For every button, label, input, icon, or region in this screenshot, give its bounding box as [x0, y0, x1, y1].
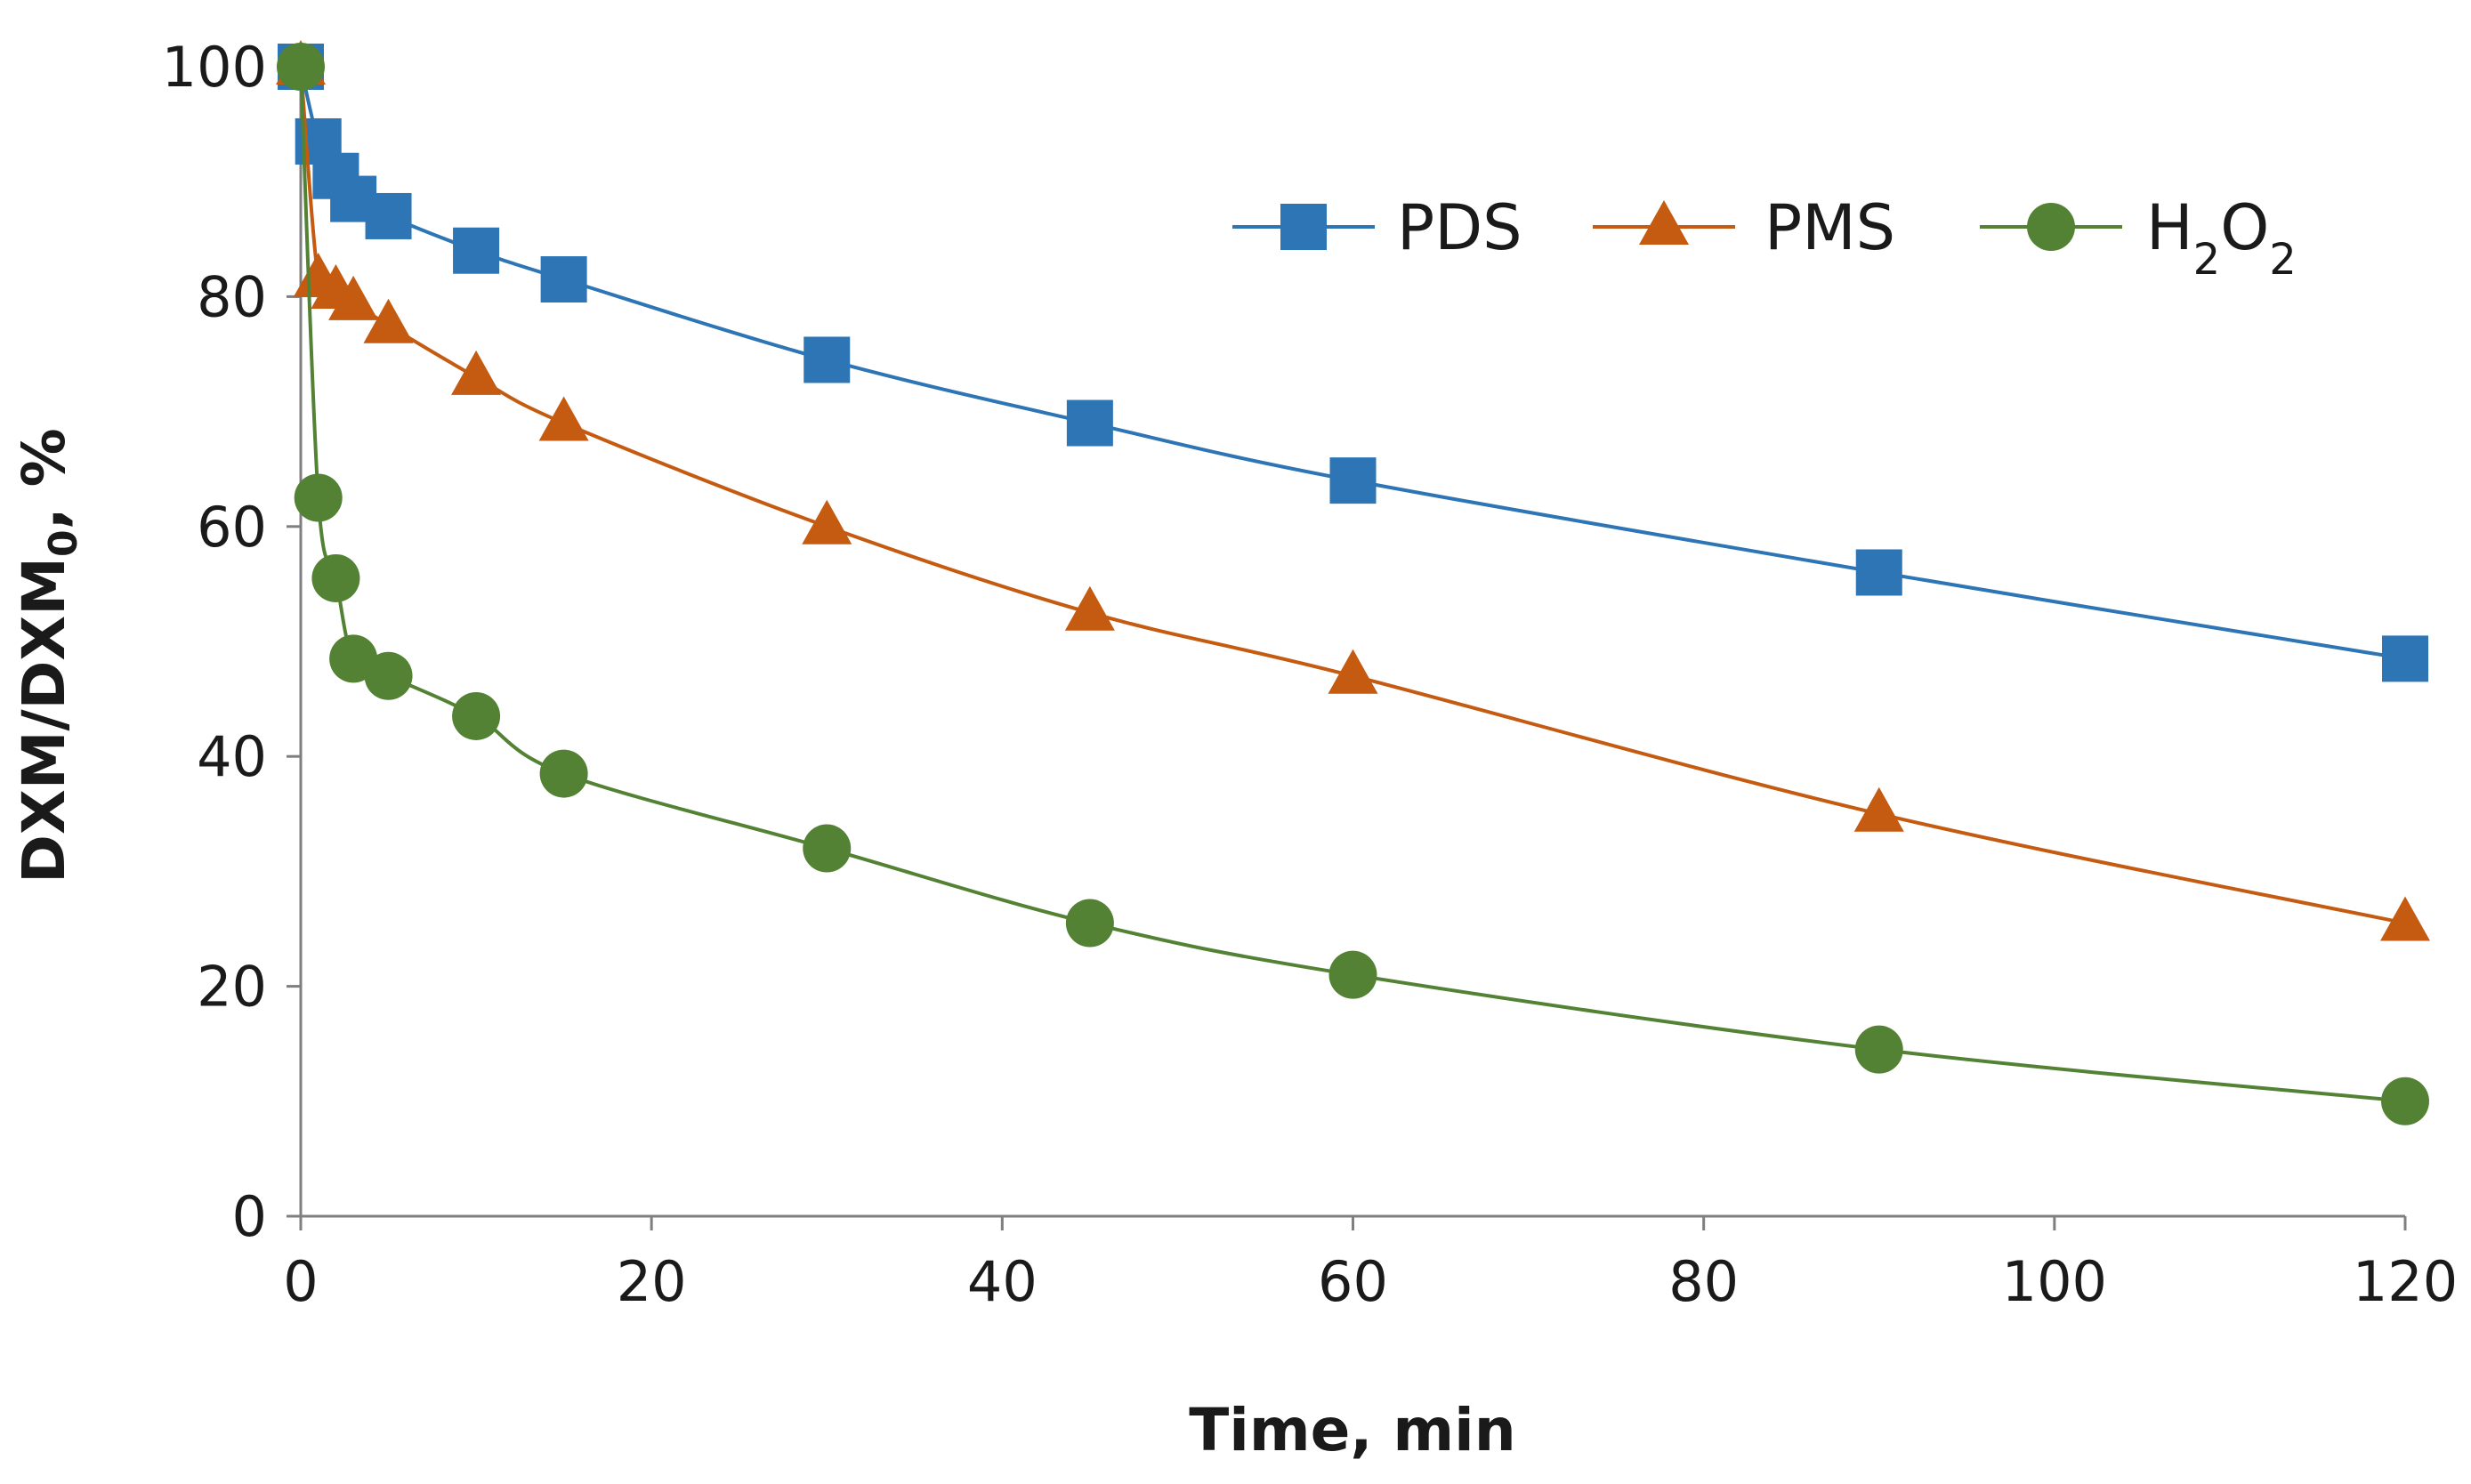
data-point-h2o2	[1854, 1025, 1903, 1074]
data-point-pds	[1066, 399, 1113, 447]
legend-label-pms: PMS	[1764, 191, 1895, 264]
legend-entry-pds: PDS	[1232, 191, 1522, 264]
legend: PDS PMS H2O2	[1232, 191, 2297, 285]
axes: 0 20 40 60 80 100 0 20 40 60 80 100 120	[162, 35, 2459, 1314]
data-point-pds	[1855, 549, 1902, 596]
x-axis-title: Time, min	[1189, 1396, 1516, 1464]
legend-entry-pms: PMS	[1593, 191, 1895, 264]
data-point-h2o2	[294, 473, 343, 522]
y-axis-title-subscript: 0	[41, 529, 86, 557]
data-point-h2o2	[1328, 950, 1377, 999]
data-point-pds	[2382, 635, 2428, 682]
data-point-h2o2	[803, 824, 852, 873]
x-tick-label: 40	[967, 1249, 1038, 1314]
y-tick-label: 0	[232, 1184, 267, 1249]
data-point-pms	[802, 499, 852, 544]
data-point-pms	[1853, 786, 1904, 832]
data-point-pds	[803, 336, 851, 383]
series-line-h2o2	[299, 66, 2406, 1103]
legend-marker-pds	[1280, 204, 1327, 250]
data-point-pms	[2380, 896, 2430, 941]
data-point-pms	[538, 396, 589, 441]
y-tick-label: 20	[197, 955, 267, 1020]
data-point-h2o2	[452, 691, 501, 740]
y-axis-title: DXM/DXM0, %	[10, 428, 86, 883]
data-point-h2o2	[539, 749, 588, 798]
y-axis-title-tail: , %	[10, 428, 78, 529]
data-point-pms	[1064, 585, 1115, 631]
legend-marker-h2o2	[2027, 203, 2075, 251]
series-layer	[276, 40, 2430, 1125]
data-point-h2o2	[2381, 1077, 2429, 1125]
data-point-h2o2	[311, 553, 360, 602]
legend-label-h2o2: H2O2	[2146, 191, 2297, 285]
data-point-pds	[1329, 457, 1377, 504]
series-h2o2	[277, 43, 2429, 1125]
x-tick-label: 0	[283, 1249, 318, 1314]
data-point-pds	[365, 192, 412, 239]
data-point-pms	[1328, 649, 1378, 694]
data-point-h2o2	[277, 43, 325, 91]
data-point-pms	[451, 350, 502, 395]
y-tick-label: 100	[162, 35, 267, 100]
x-tick-label: 120	[2353, 1249, 2458, 1314]
legend-entry-h2o2: H2O2	[1980, 191, 2297, 285]
series-line-pds	[299, 66, 2406, 661]
data-point-h2o2	[1065, 899, 1114, 948]
x-tick-label: 20	[617, 1249, 687, 1314]
data-point-pds	[540, 256, 587, 303]
series-pms	[276, 40, 2430, 941]
y-axis-title-main: DXM/DXM	[10, 557, 78, 883]
data-point-pms	[363, 298, 414, 343]
x-tick-label: 60	[1318, 1249, 1388, 1314]
y-tick-label: 40	[197, 724, 267, 789]
data-point-pms	[328, 275, 379, 320]
y-tick-label: 60	[197, 495, 267, 560]
legend-label-pds: PDS	[1397, 191, 1522, 264]
x-tick-label: 100	[2002, 1249, 2107, 1314]
legend-marker-pms	[1639, 200, 1689, 245]
data-point-h2o2	[364, 651, 413, 700]
x-tick-label: 80	[1668, 1249, 1739, 1314]
series-pds	[278, 44, 2428, 682]
data-point-pds	[453, 227, 500, 274]
y-tick-label: 80	[197, 264, 267, 329]
